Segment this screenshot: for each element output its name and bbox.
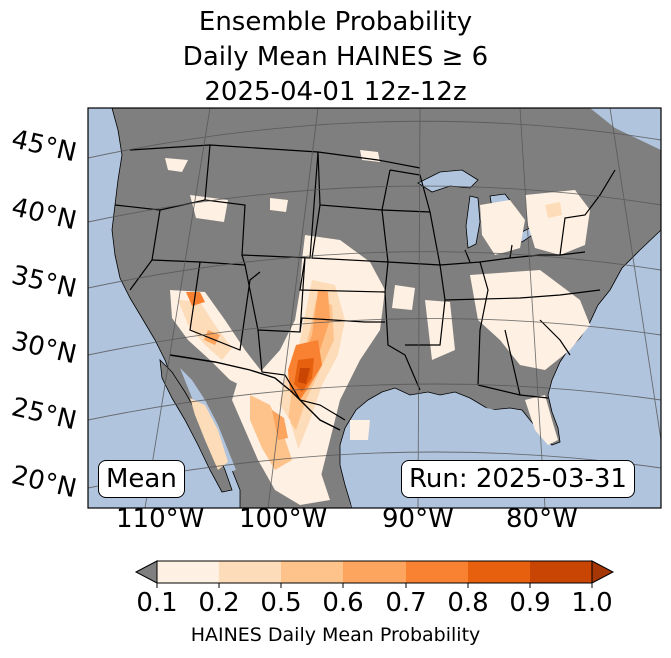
lake-michigan	[465, 195, 481, 249]
colorbar-tick-label: 0.7	[385, 588, 427, 618]
colorbar-tick-label: 0.1	[136, 588, 178, 618]
hudson-bay-edge	[590, 108, 661, 150]
colorbar	[134, 560, 615, 588]
colorbar-tick-label: 1.0	[571, 588, 613, 618]
title-line-1: Ensemble Probability	[198, 7, 473, 37]
colorbar-tick-label: 0.2	[198, 588, 240, 618]
colorbar-label: HAINES Daily Mean Probability	[190, 624, 481, 646]
colorbar-segment	[219, 561, 281, 583]
colorbar-tick-label: 0.5	[260, 588, 302, 618]
title-line-2: Daily Mean HAINES ≥ 6	[182, 42, 489, 72]
colorbar-segment	[406, 561, 468, 583]
lon-label: 80°W	[506, 504, 578, 534]
colorbar-segment	[157, 561, 219, 583]
probability-shading	[165, 150, 590, 505]
lon-label: 90°W	[382, 504, 454, 534]
graticule	[88, 108, 661, 508]
colorbar-segment	[530, 561, 592, 583]
colorbar-segment	[343, 561, 406, 583]
colorbar-segment	[281, 561, 343, 583]
mean-badge: Mean	[98, 460, 185, 498]
run-date-badge: Run: 2025-03-31	[401, 460, 635, 498]
title-line-3: 2025-04-01 12z-12z	[204, 77, 467, 107]
lon-label: 100°W	[239, 504, 328, 534]
colorbar-under	[134, 560, 158, 584]
colorbar-tick-label: 0.9	[509, 588, 551, 618]
colorbar-tick-label: 0.8	[447, 588, 489, 618]
colorbar-segment	[468, 561, 530, 583]
colorbar-tick-label: 0.6	[322, 588, 364, 618]
map-frame	[87, 107, 662, 509]
state-borders	[114, 144, 616, 421]
colorbar-over	[591, 560, 615, 584]
lon-label: 110°W	[116, 504, 205, 534]
